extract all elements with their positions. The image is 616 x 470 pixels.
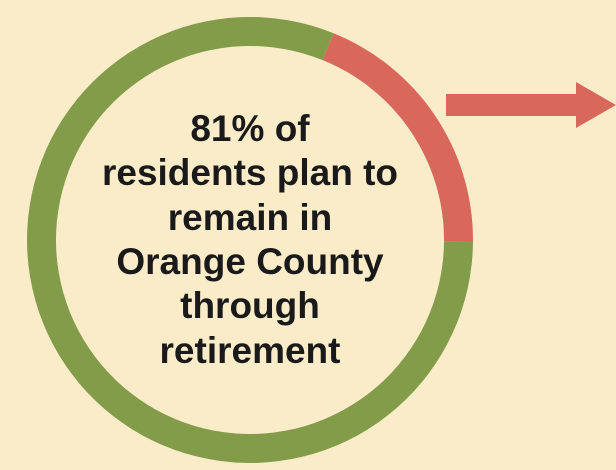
arrow-shape (446, 82, 616, 128)
center-label-line-6: retirement (159, 329, 341, 371)
center-label-line-4: Orange County (116, 241, 384, 282)
arrow-icon (446, 82, 616, 128)
center-label-line-2: residents plan to (101, 152, 399, 194)
center-label-line-1: 81% of (190, 107, 310, 149)
donut-slice-other (322, 33, 473, 242)
donut-slices (27, 16, 473, 463)
center-label-line-3: remain in (167, 196, 333, 238)
center-label-line-5: through (180, 285, 320, 327)
donut-center-label: 81% of residents plan to remain in Orang… (70, 90, 430, 390)
